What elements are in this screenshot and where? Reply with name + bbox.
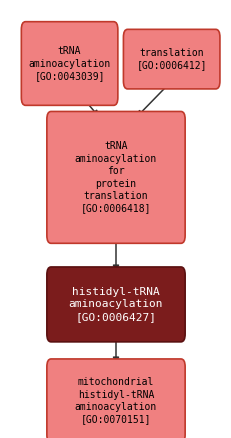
Text: histidyl-tRNA
aminoacylation
[GO:0006427]: histidyl-tRNA aminoacylation [GO:0006427… (68, 287, 163, 322)
FancyBboxPatch shape (123, 29, 219, 89)
FancyBboxPatch shape (47, 112, 184, 244)
FancyBboxPatch shape (21, 22, 117, 106)
Text: tRNA
aminoacylation
for
protein
translation
[GO:0006418]: tRNA aminoacylation for protein translat… (75, 141, 156, 213)
Text: mitochondrial
histidyl-tRNA
aminoacylation
[GO:0070151]: mitochondrial histidyl-tRNA aminoacylati… (75, 377, 156, 424)
FancyBboxPatch shape (47, 359, 184, 438)
Text: translation
[GO:0006412]: translation [GO:0006412] (136, 48, 206, 71)
FancyBboxPatch shape (47, 267, 184, 342)
Text: tRNA
aminoacylation
[GO:0043039]: tRNA aminoacylation [GO:0043039] (28, 46, 110, 81)
